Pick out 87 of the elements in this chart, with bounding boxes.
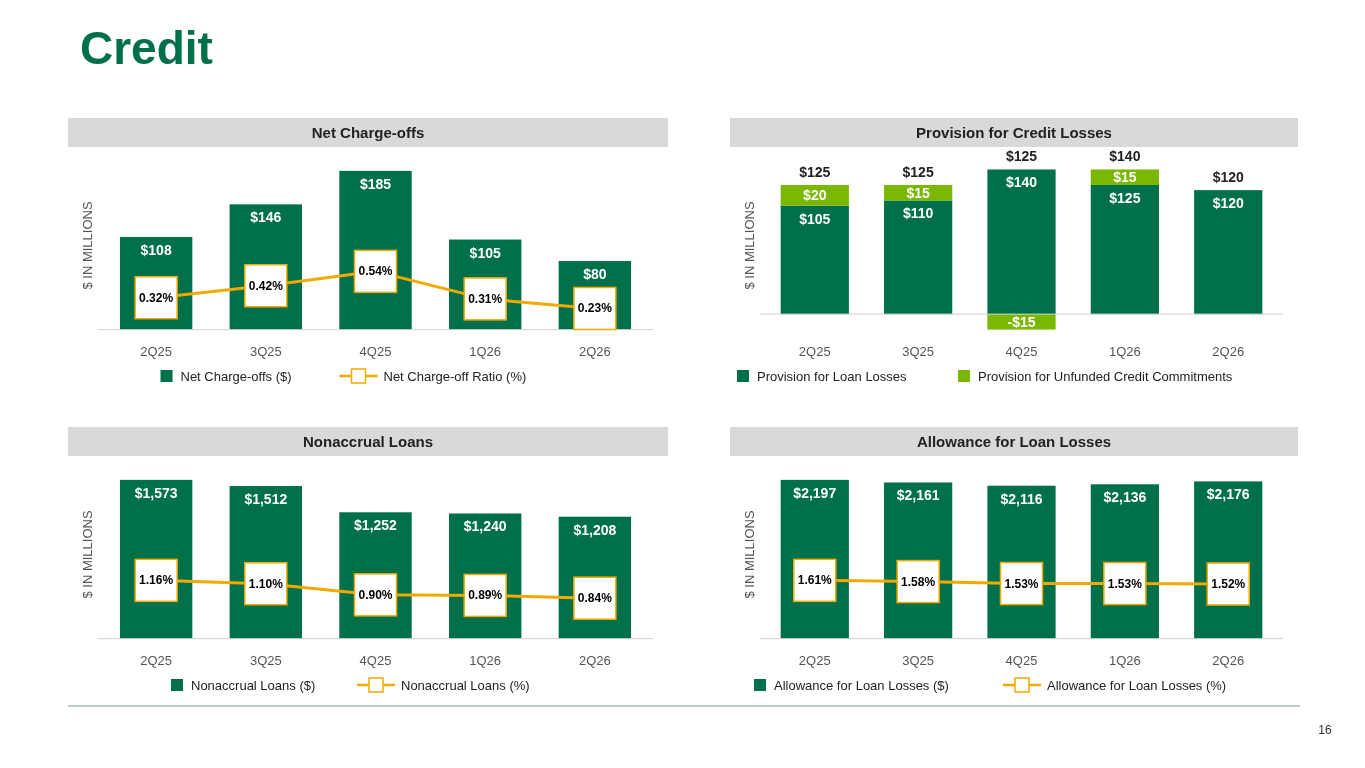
data-label: $120 — [1212, 195, 1244, 212]
data-label: $1,240 — [463, 518, 507, 535]
data-label: $2,176 — [1206, 486, 1250, 503]
data-label: $185 — [359, 175, 392, 192]
data-label: $2,197 — [793, 484, 837, 501]
x-tick-label: 1Q26 — [1108, 344, 1141, 359]
data-label: $105 — [469, 244, 501, 261]
data-label: $20 — [803, 187, 827, 204]
legend-label: Provision for Loan Losses — [757, 369, 908, 384]
data-label: $2,116 — [1000, 490, 1043, 507]
data-label: $1,512 — [244, 491, 288, 508]
chart-title: Net Charge-offs — [311, 124, 425, 141]
data-label: 0.90% — [358, 587, 393, 602]
bar — [780, 205, 849, 315]
total-label: $125 — [902, 163, 934, 180]
y-axis-title: $ IN MILLIONS — [80, 201, 95, 290]
data-label: 0.32% — [139, 290, 174, 305]
x-tick-label: 1Q26 — [469, 344, 502, 359]
y-axis-title: $ IN MILLIONS — [742, 510, 757, 599]
data-label: $140 — [1005, 174, 1038, 191]
legend-label: Nonaccrual Loans (%) — [401, 678, 530, 693]
data-label: 0.89% — [468, 588, 503, 603]
chart-title: Allowance for Loan Losses — [916, 433, 1112, 450]
data-label: 1.16% — [139, 573, 174, 588]
x-tick-label: 4Q25 — [1005, 653, 1038, 668]
data-label: 0.54% — [358, 264, 393, 279]
text: Credit — [80, 22, 213, 74]
data-label: $108 — [140, 241, 172, 258]
x-tick-label: 2Q25 — [798, 344, 831, 359]
x-tick-label: 2Q25 — [798, 653, 831, 668]
data-label: $125 — [1109, 189, 1141, 206]
x-tick-label: 3Q25 — [902, 344, 935, 359]
x-tick-label: 3Q25 — [902, 653, 935, 668]
total-label: $140 — [1109, 148, 1141, 165]
data-label: $1,573 — [134, 484, 178, 501]
chart-title: Nonaccrual Loans — [302, 433, 434, 450]
bar — [1090, 184, 1159, 315]
data-label: $15 — [1113, 169, 1137, 186]
x-tick-label: 4Q25 — [1005, 344, 1038, 359]
data-label: 1.53% — [1004, 576, 1039, 591]
legend-label: Allowance for Loan Losses (%) — [1047, 678, 1227, 693]
x-tick-label: 2Q26 — [578, 344, 611, 359]
data-label: 0.42% — [248, 278, 284, 293]
x-tick-label: 2Q25 — [140, 344, 173, 359]
y-axis-title: $ IN MILLIONS — [80, 510, 95, 599]
data-label: $80 — [583, 265, 607, 282]
legend-label: Net Charge-offs ($) — [180, 369, 292, 384]
data-label: $2,161 — [896, 487, 940, 504]
data-label: 1.10% — [248, 576, 284, 591]
x-tick-label: 2Q25 — [140, 653, 173, 668]
bar — [1194, 190, 1263, 315]
data-label: 0.23% — [577, 301, 613, 316]
data-label: 0.31% — [468, 291, 503, 306]
x-tick-label: 4Q25 — [359, 653, 392, 668]
bar — [987, 169, 1056, 315]
bar — [884, 200, 953, 315]
text: 16 — [1318, 723, 1332, 737]
x-tick-label: 2Q26 — [1212, 344, 1245, 359]
data-label: 0.84% — [577, 591, 613, 606]
x-tick-label: 2Q26 — [578, 653, 611, 668]
legend-label: Provision for Unfunded Credit Commitments — [978, 369, 1233, 384]
x-tick-label: 3Q25 — [249, 653, 282, 668]
total-label: $120 — [1212, 169, 1244, 186]
data-label: $2,136 — [1103, 489, 1147, 506]
data-label: $1,252 — [354, 517, 398, 534]
data-label: -$15 — [1007, 313, 1036, 330]
data-label: 1.61% — [797, 573, 833, 588]
x-tick-label: 1Q26 — [1108, 653, 1141, 668]
data-label: $1,208 — [573, 521, 617, 538]
data-label: $146 — [250, 209, 282, 226]
total-label: $125 — [799, 163, 831, 180]
data-label: 1.52% — [1211, 576, 1246, 591]
data-label: $110 — [902, 205, 934, 222]
legend-label: Nonaccrual Loans ($) — [191, 678, 316, 693]
data-label: $15 — [906, 184, 931, 201]
x-tick-label: 1Q26 — [469, 653, 502, 668]
x-tick-label: 2Q26 — [1212, 653, 1245, 668]
data-label: 1.53% — [1107, 576, 1143, 591]
y-axis-title: $ IN MILLIONS — [742, 201, 757, 290]
data-label: $105 — [799, 210, 831, 227]
x-tick-label: 3Q25 — [249, 344, 282, 359]
chart-title: Provision for Credit Losses — [916, 124, 1112, 141]
x-tick-label: 4Q25 — [359, 344, 392, 359]
total-label: $125 — [1005, 148, 1038, 165]
legend-label: Allowance for Loan Losses ($) — [774, 678, 949, 693]
legend-label: Net Charge-off Ratio (%) — [383, 369, 527, 384]
data-label: 1.58% — [901, 574, 936, 589]
